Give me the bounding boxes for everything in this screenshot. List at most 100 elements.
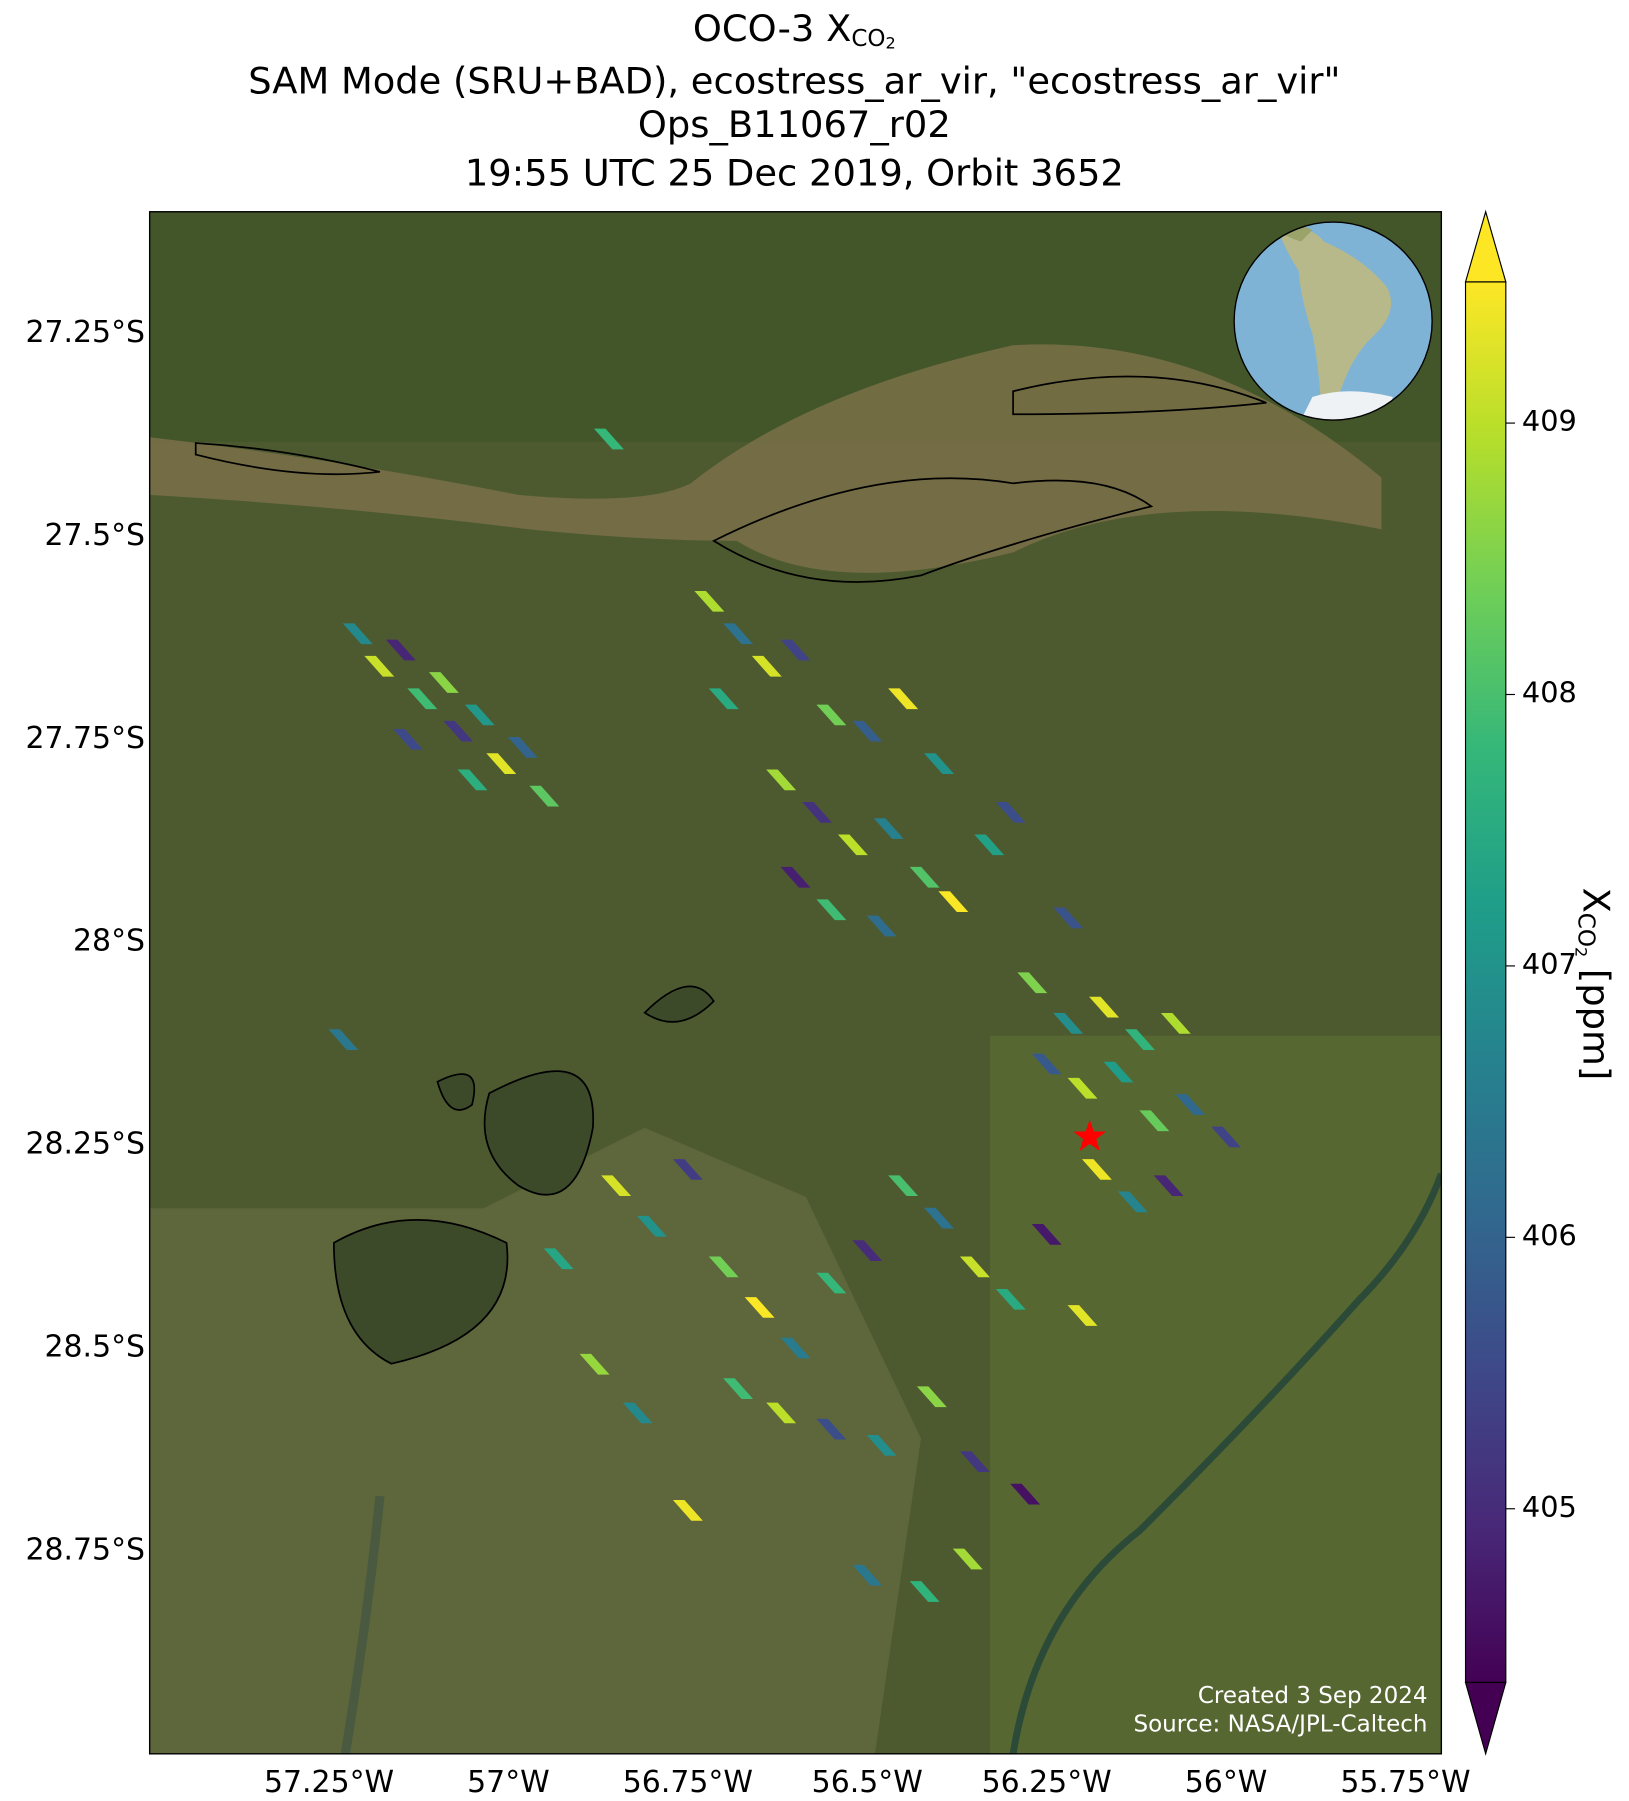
sounding: [1117, 1191, 1148, 1213]
sounding: [1153, 1175, 1184, 1197]
sounding: [543, 1248, 574, 1270]
colorbar-label-text: X: [1575, 888, 1618, 913]
y-tick-label: 28.25°S: [25, 1127, 145, 1162]
sounding: [744, 1297, 775, 1318]
sounding: [888, 688, 919, 710]
sounding: [694, 590, 725, 612]
sounding: [852, 720, 883, 742]
sounding: [852, 1240, 883, 1261]
sounding: [780, 866, 811, 888]
sounding: [1031, 1224, 1062, 1245]
y-tick-label: 27.25°S: [25, 315, 145, 350]
sounding: [672, 1499, 703, 1521]
sounding: [802, 801, 832, 823]
sounding: [816, 1272, 847, 1294]
sounding: [974, 834, 1005, 856]
chart-title: Ops_B11067_r02: [638, 103, 951, 146]
map-frame: [148, 211, 1443, 1755]
sounding: [622, 1402, 653, 1424]
sounding: [342, 623, 373, 645]
sounding: [1089, 996, 1120, 1018]
title-text: OCO-3 X: [693, 6, 851, 49]
sounding: [1031, 1053, 1062, 1075]
sounding: [924, 753, 954, 775]
sounding: [924, 1207, 954, 1229]
sounding: [428, 672, 459, 693]
colorbar-label-subsub: 2: [1572, 947, 1591, 957]
sounding: [1067, 1077, 1098, 1099]
sounding: [766, 1402, 797, 1424]
sounding: [916, 1386, 947, 1408]
sounding: [1053, 1013, 1084, 1034]
sounding: [364, 655, 395, 677]
sounding: [708, 1256, 739, 1278]
y-tick-label: 27.5°S: [45, 518, 146, 553]
sounding: [1175, 1094, 1206, 1115]
sounding: [464, 704, 495, 726]
x-tick-label: 56.5°W: [812, 1765, 923, 1800]
sounding: [995, 801, 1026, 823]
title-sub: CO: [851, 26, 885, 52]
sounding: [938, 891, 969, 912]
credit: Source: NASA/JPL-Caltech: [1133, 1712, 1427, 1738]
chart-title: 19:55 UTC 25 Dec 2019, Orbit 3652: [465, 151, 1124, 194]
sounding: [393, 728, 423, 750]
colorbar-tick-label: 409: [1522, 404, 1577, 438]
sounding: [780, 1337, 811, 1359]
sounding: [637, 1215, 667, 1237]
x-tick-label: 57°W: [467, 1765, 550, 1800]
sounding: [1211, 1126, 1242, 1148]
colorbar-frame: [1464, 281, 1507, 1684]
sounding: [1017, 972, 1048, 994]
sounding: [816, 899, 847, 921]
sounding: [959, 1256, 990, 1278]
chart-title: OCO-3 XCO2: [693, 6, 896, 52]
sounding: [601, 1175, 632, 1197]
colorbar-tick-label: 407: [1522, 947, 1577, 981]
y-tick-label: 27.75°S: [25, 721, 145, 756]
sounding: [579, 1353, 610, 1375]
x-tick-label: 57.25°W: [264, 1765, 394, 1800]
colorbar-body: [1465, 281, 1506, 1683]
sounding: [888, 1175, 919, 1197]
sounding: [837, 834, 868, 856]
colorbar-label: XCO2 [ppm]: [1572, 888, 1618, 1081]
sounding: [486, 753, 517, 775]
x-tick-label: 55.75°W: [1340, 1765, 1470, 1800]
sounding: [723, 1378, 754, 1399]
x-tick-label: 56°W: [1185, 1765, 1268, 1800]
credit: Created 3 Sep 2024: [1198, 1683, 1428, 1709]
sounding: [995, 1288, 1026, 1310]
colorbar-label-sub: CO: [1573, 913, 1599, 947]
sounding: [1160, 1013, 1191, 1034]
sounding: [959, 1451, 990, 1472]
sounding: [407, 688, 438, 710]
sounding: [852, 1564, 883, 1586]
sounding: [866, 1435, 897, 1456]
colorbar-extend-top: [1464, 209, 1507, 283]
sounding: [672, 1159, 703, 1180]
basemap: [149, 211, 1442, 1754]
colorbar: 405 406 407 408 409 XCO2 [ppm]: [1464, 209, 1618, 1756]
y-tick-label: 28.75°S: [25, 1532, 145, 1567]
target-star: [1073, 1119, 1107, 1151]
chart-title: SAM Mode (SRU+BAD), ecostress_ar_vir, "e…: [248, 59, 1340, 102]
sounding: [529, 785, 560, 807]
colorbar-label-unit: [ppm]: [1575, 957, 1618, 1080]
sounding: [385, 639, 416, 661]
colorbar-tick-label: 405: [1522, 1490, 1577, 1524]
sounding: [457, 769, 488, 791]
sounding: [723, 623, 754, 645]
x-tick-label: 56.75°W: [623, 1765, 753, 1800]
sounding: [952, 1548, 983, 1570]
sounding: [909, 866, 940, 888]
sounding: [909, 1581, 940, 1602]
colorbar-tick-label: 406: [1522, 1218, 1577, 1252]
globe-inset: [1233, 221, 1433, 421]
sounding: [1139, 1110, 1170, 1132]
sounding: [708, 688, 739, 710]
y-tick-label: 28°S: [73, 924, 145, 959]
sounding: [780, 639, 811, 661]
